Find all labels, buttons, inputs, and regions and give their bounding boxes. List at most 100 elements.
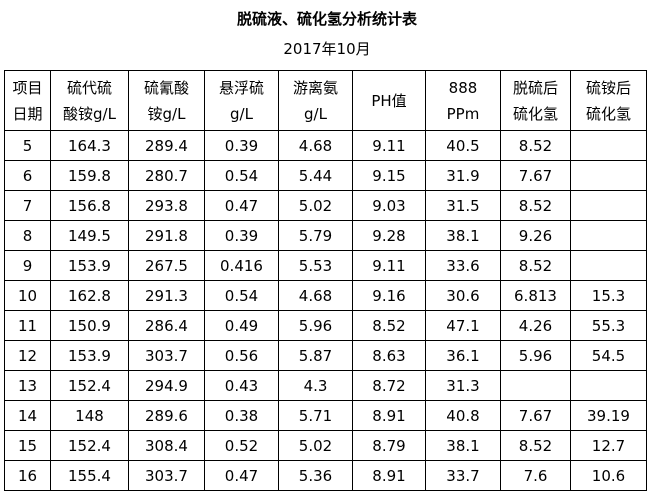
table-cell: 8.79 [352, 430, 426, 461]
header-cell: 游离氨 g/L [278, 70, 353, 131]
table-cell: 9.03 [352, 190, 426, 221]
header-line: 酸铵g/L [63, 104, 116, 123]
header-cell: PH值 [352, 70, 426, 131]
table-cell: 291.8 [128, 220, 205, 251]
empty-cell [570, 370, 647, 401]
table-cell: 9.28 [352, 220, 426, 251]
empty-cell [570, 130, 647, 161]
table-cell: 5.36 [278, 460, 353, 491]
table-cell: 4.68 [278, 280, 353, 311]
table-cell: 152.4 [50, 430, 129, 461]
table-cell: 9.11 [352, 250, 426, 281]
table-cell: 5.87 [278, 340, 353, 371]
empty-cell [570, 160, 647, 191]
table-cell: 291.3 [128, 280, 205, 311]
table-cell: 14 [4, 400, 51, 431]
table-cell: 16 [4, 460, 51, 491]
table-cell: 152.4 [50, 370, 129, 401]
table-cell: 4.3 [278, 370, 353, 401]
table-row: 5 164.3 289.4 0.39 4.68 9.11 40.5 8.52 [4, 130, 647, 161]
table-cell: 12 [4, 340, 51, 371]
table-cell: 54.5 [570, 340, 647, 371]
table-cell: 293.8 [128, 190, 205, 221]
table-cell: 8.52 [500, 430, 571, 461]
table-cell: 286.4 [128, 310, 205, 341]
table-cell: 5 [4, 130, 51, 161]
subtitle: 2017年10月 [283, 40, 371, 58]
table-cell: 0.52 [204, 430, 279, 461]
table-cell: 5.44 [278, 160, 353, 191]
table-cell: 8.52 [500, 130, 571, 161]
table-cell: 0.39 [204, 220, 279, 251]
header-cell: 项目 日期 [4, 70, 51, 131]
table-cell: 7 [4, 190, 51, 221]
table-cell: 9.16 [352, 280, 426, 311]
header-line: 硫铵后 [585, 78, 631, 97]
table-cell: 8.91 [352, 400, 426, 431]
empty-cell [500, 370, 571, 401]
table-cell: 162.8 [50, 280, 129, 311]
table-cell: 148 [50, 400, 129, 431]
table-cell: 7.6 [500, 460, 571, 491]
table-cell: 0.43 [204, 370, 279, 401]
table-cell: 38.1 [425, 430, 501, 461]
table-cell: 33.6 [425, 250, 501, 281]
table-cell: 5.02 [278, 430, 353, 461]
header-cell: 888 PPm [425, 70, 501, 131]
header-cell: 硫氰酸 铵g/L [128, 70, 205, 131]
table-cell: 5.96 [500, 340, 571, 371]
table-cell: 0.49 [204, 310, 279, 341]
header-line: PH值 [371, 91, 407, 110]
table-cell: 8 [4, 220, 51, 251]
table-cell: 55.3 [570, 310, 647, 341]
table-cell: 15 [4, 430, 51, 461]
empty-cell [570, 220, 647, 251]
header-cell: 硫铵后 硫化氢 [570, 70, 647, 131]
table-cell: 11 [4, 310, 51, 341]
table-cell: 0.39 [204, 130, 279, 161]
table-cell: 13 [4, 370, 51, 401]
table-cell: 5.96 [278, 310, 353, 341]
table-cell: 9.15 [352, 160, 426, 191]
header-line: 项目 [12, 78, 43, 97]
table-cell: 6 [4, 160, 51, 191]
table-cell: 303.7 [128, 460, 205, 491]
header-line: g/L [304, 104, 327, 123]
table-cell: 0.416 [204, 250, 279, 281]
table-cell: 6.813 [500, 280, 571, 311]
header-cell: 硫代硫酸铵g/L [50, 70, 129, 131]
table-cell: 8.72 [352, 370, 426, 401]
header-line: 硫化氢 [585, 104, 631, 123]
table-cell: 9.26 [500, 220, 571, 251]
table-cell: 5.02 [278, 190, 353, 221]
header-cell: 脱硫后 硫化氢 [500, 70, 571, 131]
table-cell: 31.5 [425, 190, 501, 221]
table-cell: 9.11 [352, 130, 426, 161]
table-cell: 303.7 [128, 340, 205, 371]
header-line: 悬浮硫 [218, 78, 264, 97]
table-cell: 308.4 [128, 430, 205, 461]
table-cell: 8.52 [352, 310, 426, 341]
table-cell: 149.5 [50, 220, 129, 251]
data-table: 项目 日期 硫代硫 酸铵g/L 硫氰酸 铵g/L 悬浮硫 g/L 游离氨 g/L PH值 888 PPm… [4, 70, 647, 491]
table-row: 16 155.4 303.7 0.47 5.36 8.91 33.7 7.6 10.6 [4, 460, 647, 491]
table-cell: 15.3 [570, 280, 647, 311]
table-cell: 153.9 [50, 250, 129, 281]
table-cell: 294.9 [128, 370, 205, 401]
table-cell: 7.67 [500, 400, 571, 431]
title: 脱硫液、硫化氢分析统计表 [236, 10, 417, 28]
table-row: 7 156.8 293.8 0.47 5.02 9.03 31.5 8.52 [4, 190, 647, 221]
header-line: PPm [446, 104, 480, 123]
table-cell: 9 [4, 250, 51, 281]
empty-cell [570, 250, 647, 281]
table-cell: 0.54 [204, 280, 279, 311]
header-line: 硫代硫 [66, 78, 112, 97]
table-row: 6 159.8 280.7 0.54 5.44 9.15 31.9 7.67 [4, 160, 647, 191]
header-row: 项目 日期 硫代硫 酸铵g/L 硫氰酸 铵g/L 悬浮硫 g/L 游离氨 g/L PH值 888 PPm… [4, 70, 647, 131]
table-cell: 10.6 [570, 460, 647, 491]
table-cell: 267.5 [128, 250, 205, 281]
header-line: 888 [448, 78, 478, 97]
table-cell: 4.68 [278, 130, 353, 161]
table-cell: 0.47 [204, 460, 279, 491]
